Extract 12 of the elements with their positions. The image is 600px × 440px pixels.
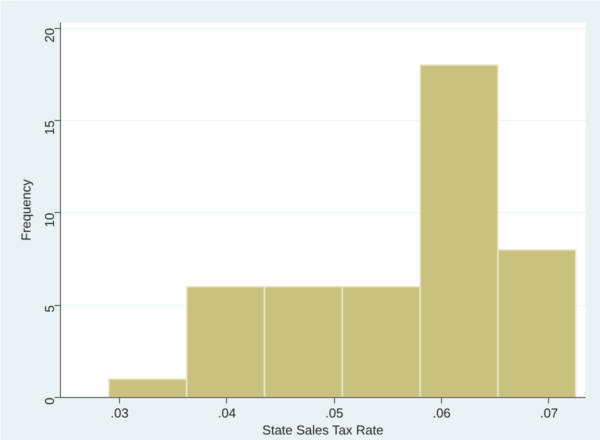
x-tick-label: .05 <box>325 406 344 420</box>
y-tick-label: 15 <box>42 120 57 135</box>
x-tick-label: .07 <box>540 406 558 420</box>
y-tick-label: 0 <box>42 397 57 405</box>
x-axis-title: State Sales Tax Rate <box>262 422 384 438</box>
y-tick-label: 10 <box>42 212 57 228</box>
y-axis-title: Frequency <box>18 178 34 241</box>
x-tick-label: .03 <box>110 406 129 420</box>
y-tick-label: 5 <box>42 305 57 312</box>
x-tick-label: .04 <box>218 406 236 420</box>
x-tick-label: .06 <box>432 406 451 420</box>
y-tick-label: 20 <box>42 28 57 42</box>
